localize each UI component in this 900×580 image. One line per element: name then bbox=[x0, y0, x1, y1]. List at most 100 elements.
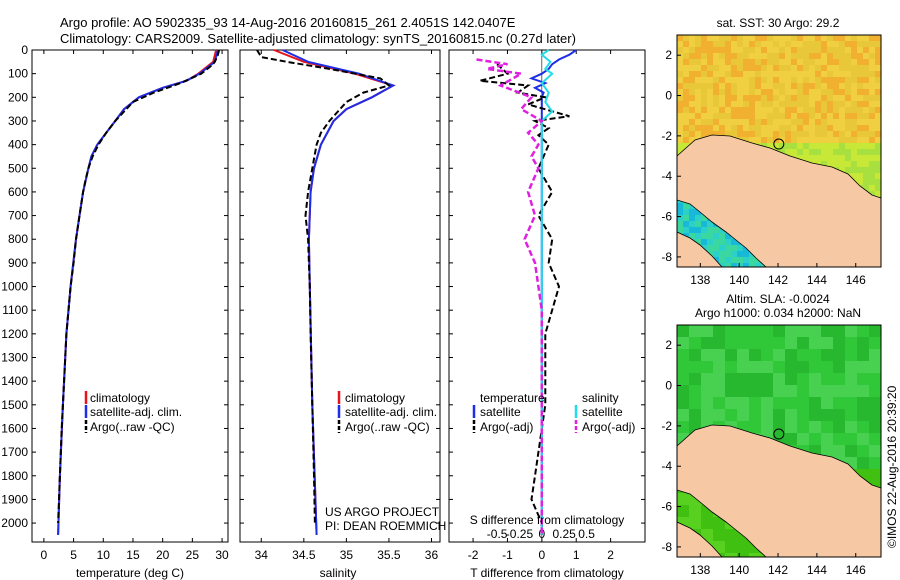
heatmap-cell bbox=[713, 233, 720, 240]
x-tick-label: 1 bbox=[573, 548, 580, 562]
heatmap-cell bbox=[683, 107, 690, 114]
heatmap-cell bbox=[869, 191, 876, 198]
heatmap-cell bbox=[743, 77, 750, 84]
heatmap-cell bbox=[749, 325, 762, 338]
map-y-tick-label: -6 bbox=[661, 210, 672, 224]
heatmap-cell bbox=[677, 337, 690, 350]
heatmap-cell bbox=[809, 89, 816, 96]
heatmap-cell bbox=[731, 131, 738, 138]
heatmap-cell bbox=[689, 233, 696, 240]
heatmap-cell bbox=[809, 409, 822, 422]
heatmap-cell bbox=[701, 35, 708, 42]
heatmap-cell bbox=[869, 433, 881, 446]
heatmap-cell bbox=[719, 35, 726, 42]
heatmap-cell bbox=[761, 337, 774, 350]
heatmap-cell bbox=[695, 83, 702, 90]
heatmap-cell bbox=[839, 47, 846, 54]
heatmap-cell bbox=[791, 149, 798, 156]
heatmap-cell bbox=[725, 119, 732, 126]
heatmap-cell bbox=[689, 361, 702, 374]
heatmap-cell bbox=[809, 131, 816, 138]
heatmap-cell bbox=[785, 59, 792, 66]
heatmap-cell bbox=[857, 95, 864, 102]
salinity-legend: climatology satellite-adj. clim. Argo(..… bbox=[337, 391, 437, 434]
heatmap-cell bbox=[857, 107, 864, 114]
heatmap-cell bbox=[827, 149, 834, 156]
heatmap-cell bbox=[845, 385, 858, 398]
legend-label-argo: Argo(..raw -QC) bbox=[345, 420, 430, 434]
heatmap-cell bbox=[845, 77, 852, 84]
heatmap-cell bbox=[827, 89, 834, 96]
heatmap-cell bbox=[815, 35, 822, 42]
heatmap-cell bbox=[857, 173, 864, 180]
heatmap-cell bbox=[707, 221, 714, 228]
heatmap-cell bbox=[809, 433, 822, 446]
heatmap-cell bbox=[809, 47, 816, 54]
heatmap-cell bbox=[851, 65, 858, 72]
heatmap-cell bbox=[875, 125, 881, 132]
heatmap-cell bbox=[869, 101, 876, 108]
heatmap-cell bbox=[767, 59, 774, 66]
map-y-tick-label: -2 bbox=[661, 419, 672, 433]
heatmap-cell bbox=[701, 227, 708, 234]
heatmap-cell bbox=[791, 137, 798, 144]
heatmap-cell bbox=[713, 227, 720, 234]
heatmap-cell bbox=[803, 65, 810, 72]
heatmap-cell bbox=[683, 137, 690, 144]
heatmap-cell bbox=[689, 385, 702, 398]
heatmap-cell bbox=[689, 59, 696, 66]
heatmap-cell bbox=[833, 107, 840, 114]
heatmap-cell bbox=[803, 71, 810, 78]
heatmap-cell bbox=[683, 35, 690, 42]
heatmap-cell bbox=[743, 47, 750, 54]
heatmap-cell bbox=[689, 325, 702, 338]
heatmap-cell bbox=[749, 65, 756, 72]
heatmap-cell bbox=[767, 53, 774, 60]
heatmap-cell bbox=[821, 373, 834, 386]
legend-header-temperature: temperature bbox=[480, 391, 545, 405]
heatmap-cell bbox=[779, 131, 786, 138]
heatmap-cell bbox=[809, 337, 822, 350]
heatmap-cell bbox=[689, 373, 702, 386]
heatmap-cell bbox=[803, 107, 810, 114]
heatmap-cell bbox=[725, 245, 732, 252]
heatmap-cell bbox=[857, 155, 864, 162]
heatmap-cell bbox=[809, 137, 816, 144]
heatmap-cell bbox=[797, 349, 810, 362]
heatmap-cell bbox=[743, 83, 750, 90]
heatmap-cell bbox=[773, 35, 780, 42]
heatmap-cell bbox=[725, 373, 738, 386]
heatmap-cell bbox=[725, 233, 732, 240]
heatmap-cell bbox=[845, 155, 852, 162]
heatmap-cell bbox=[785, 131, 792, 138]
heatmap-cell bbox=[809, 77, 816, 84]
x-tick-label: 30 bbox=[215, 548, 229, 562]
heatmap-cell bbox=[797, 59, 804, 66]
heatmap-cell bbox=[719, 77, 726, 84]
heatmap-cell bbox=[869, 65, 876, 72]
heatmap-cell bbox=[827, 77, 834, 84]
difference-legend: temperature salinity satellite Argo(-adj… bbox=[472, 391, 635, 434]
heatmap-cell bbox=[803, 113, 810, 120]
x-tick-label: 10 bbox=[97, 548, 111, 562]
heatmap-cell bbox=[737, 251, 744, 258]
heatmap-cell bbox=[677, 421, 690, 434]
heatmap-cell bbox=[809, 149, 816, 156]
heatmap-cell bbox=[863, 83, 870, 90]
heatmap-cell bbox=[845, 41, 852, 48]
heatmap-cell bbox=[863, 77, 870, 84]
heatmap-cell bbox=[839, 71, 846, 78]
heatmap-cell bbox=[749, 397, 762, 410]
pi-annotation: PI: DEAN ROEMMICH bbox=[325, 519, 446, 533]
heatmap-cell bbox=[707, 65, 714, 72]
heatmap-cell bbox=[827, 101, 834, 108]
heatmap-cell bbox=[827, 71, 834, 78]
heatmap-cell bbox=[743, 89, 750, 96]
map-x-tick-label: 140 bbox=[729, 563, 749, 577]
heatmap-cell bbox=[821, 149, 828, 156]
heatmap-cell bbox=[821, 385, 834, 398]
heatmap-cell bbox=[833, 89, 840, 96]
heatmap-cell bbox=[797, 119, 804, 126]
heatmap-cell bbox=[713, 59, 720, 66]
map-y-tick-label: -4 bbox=[661, 459, 672, 473]
